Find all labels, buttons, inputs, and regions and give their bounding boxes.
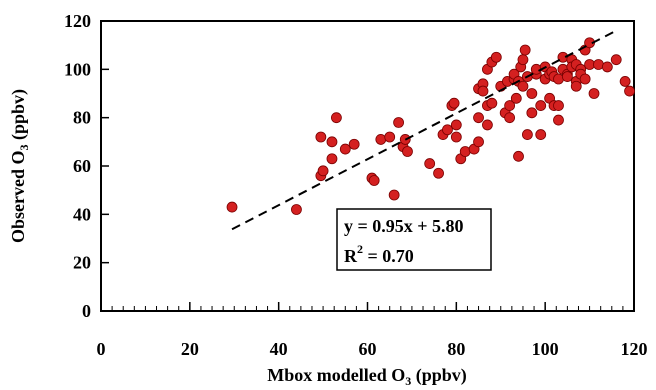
data-point [291, 204, 302, 215]
data-point [510, 92, 522, 104]
data-point [593, 59, 604, 70]
x-tick-label: 20 [181, 339, 199, 359]
x-axis-title-main: Mbox modelled O [267, 365, 405, 385]
r2-prefix: R [344, 246, 358, 266]
data-point [459, 146, 471, 157]
y-tick-label: 0 [82, 301, 91, 321]
x-tick-label: 100 [532, 339, 559, 359]
data-point [368, 175, 380, 186]
r-squared: R2 = 0.70 [344, 242, 414, 266]
data-point [579, 73, 591, 85]
r2-value: = 0.70 [363, 246, 414, 266]
data-point [326, 136, 338, 148]
y-axis-title-rest: (ppbv) [8, 89, 29, 145]
data-point [442, 124, 453, 136]
x-axis-ticks: 0 20 40 60 80 100 120 [97, 302, 648, 359]
y-axis-title-main: Observed O [8, 151, 28, 244]
y-tick-label: 120 [64, 11, 91, 31]
data-point [339, 143, 351, 155]
data-point [535, 100, 547, 111]
y-tick-label: 100 [64, 59, 91, 79]
y-axis-title: Observed O3 (ppbv) [8, 89, 31, 243]
x-axis-title: Mbox modelled O3 (ppbv) [267, 365, 467, 388]
data-point [517, 80, 529, 92]
y-tick-label: 40 [73, 204, 91, 224]
y-tick-label: 80 [73, 108, 91, 128]
data-point [326, 153, 338, 165]
data-point [561, 71, 573, 82]
data-point [526, 88, 538, 99]
data-point [433, 167, 444, 179]
data-point [482, 119, 493, 131]
data-point [375, 134, 387, 145]
data-point [448, 97, 460, 109]
x-tick-label: 80 [447, 339, 465, 359]
x-tick-label: 120 [621, 339, 648, 359]
data-point [588, 88, 600, 99]
data-point [393, 117, 404, 128]
y-tick-label: 60 [73, 156, 91, 176]
data-point [553, 100, 564, 111]
data-point [384, 131, 396, 143]
data-point [519, 44, 531, 56]
data-point [450, 131, 462, 143]
data-point [513, 150, 524, 162]
data-point [619, 76, 631, 87]
r2-superscript: 2 [357, 242, 363, 256]
y-axis-title-subscript: 3 [17, 145, 31, 151]
data-point [226, 201, 238, 213]
data-point [477, 85, 489, 97]
data-point [331, 112, 342, 124]
data-point [504, 112, 516, 124]
data-point [553, 73, 564, 85]
data-point [601, 61, 613, 73]
data-point [450, 119, 462, 131]
data-point [517, 54, 529, 66]
y-axis-ticks: 0 20 40 60 80 100 120 [64, 11, 109, 321]
data-point [348, 138, 360, 150]
data-point [473, 112, 484, 124]
data-point [526, 107, 538, 119]
data-point [535, 129, 547, 140]
equation-box [336, 208, 492, 271]
y-tick-label: 20 [73, 253, 91, 273]
data-point [570, 80, 582, 92]
data-points [226, 37, 635, 215]
fit-equation: y = 0.95x + 5.80 [344, 216, 464, 236]
data-point [473, 136, 484, 148]
data-point [490, 51, 502, 63]
x-tick-label: 0 [97, 339, 106, 359]
data-point [424, 158, 436, 169]
x-minor-ticks [100, 306, 635, 311]
data-point [610, 54, 622, 66]
data-point [388, 189, 400, 201]
x-axis-title-subscript: 3 [405, 374, 411, 388]
data-point [522, 129, 533, 140]
x-tick-label: 40 [270, 339, 288, 359]
data-point [553, 114, 564, 126]
data-point [402, 146, 413, 157]
regression-line [231, 29, 617, 231]
data-point [315, 131, 327, 143]
data-point [624, 85, 635, 97]
data-point [504, 100, 516, 111]
data-point [317, 165, 329, 177]
x-axis-title-rest: (ppbv) [411, 365, 467, 386]
x-tick-label: 60 [359, 339, 377, 359]
data-point [486, 97, 498, 109]
